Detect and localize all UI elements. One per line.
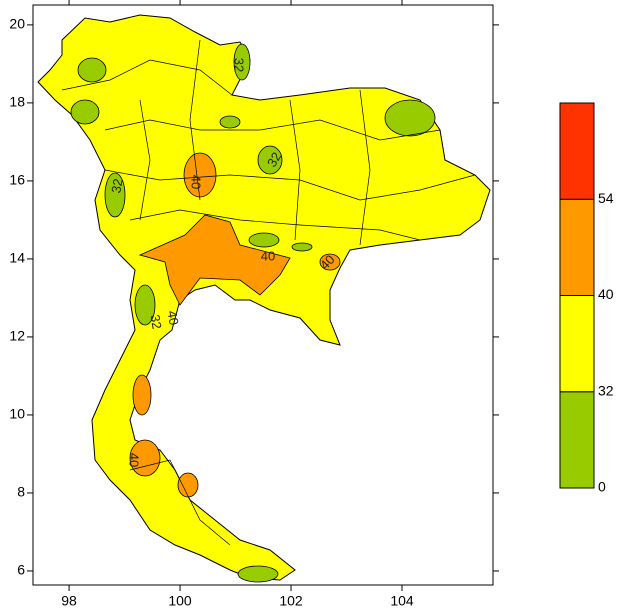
y-tick-label: 6 <box>17 562 25 578</box>
y-tick-label: 10 <box>9 406 25 422</box>
y-tick-label: 14 <box>9 250 25 266</box>
province-borders <box>61 39 476 546</box>
contour-label: 32 <box>147 313 164 330</box>
contour-label: 40 <box>261 248 275 263</box>
orange-zones <box>129 152 341 498</box>
y-tick-label: 12 <box>9 328 25 344</box>
contour-label: 32 <box>108 177 125 194</box>
contour-label: 40 <box>164 309 181 326</box>
x-tick-label: 102 <box>279 593 303 609</box>
colorbar: 0 32 40 54 <box>559 102 614 495</box>
colorbar-segment <box>559 295 595 393</box>
contour-label: 40 <box>189 175 204 189</box>
y-tick-label: 8 <box>17 484 25 500</box>
y-tick-label: 18 <box>9 94 25 110</box>
y-tick-label: 16 <box>9 172 25 188</box>
x-tick-label: 98 <box>61 593 77 609</box>
colorbar-label: 40 <box>598 286 614 302</box>
x-tick-label: 104 <box>390 593 414 609</box>
contour-label: 32 <box>264 149 284 169</box>
contour-label: 32 <box>232 58 247 72</box>
colorbar-label: 32 <box>598 382 614 398</box>
axis-ticks: 98 100 102 104 6 8 10 12 14 16 18 20 <box>9 0 499 609</box>
y-tick-label: 20 <box>9 16 25 32</box>
x-tick-label: 100 <box>168 593 192 609</box>
land <box>37 14 491 583</box>
colorbar-segment <box>559 102 595 200</box>
colorbar-label: 0 <box>598 479 606 495</box>
country-outline <box>37 14 491 581</box>
colorbar-segment <box>559 198 595 296</box>
green-zones <box>70 43 436 583</box>
colorbar-segment <box>559 391 595 489</box>
contour-label: 40 <box>127 453 142 467</box>
colorbar-label: 54 <box>598 190 614 206</box>
